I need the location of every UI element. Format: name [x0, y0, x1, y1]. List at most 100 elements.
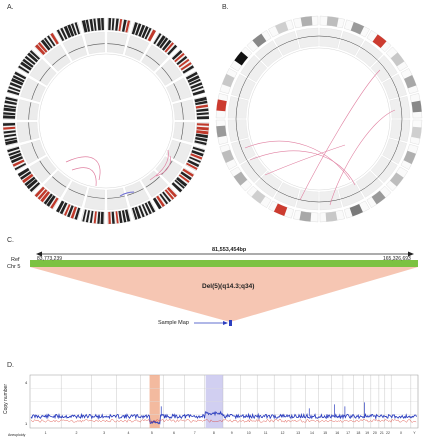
ideogram-band	[371, 190, 386, 205]
panel-a-label: A.	[7, 4, 14, 11]
ideogram-band	[234, 51, 249, 66]
ideogram-band	[164, 189, 175, 200]
copy-number-line	[127, 188, 144, 196]
ideogram-band	[56, 29, 65, 42]
ideogram-band	[350, 22, 365, 35]
track-segment	[389, 96, 411, 119]
ideogram-band	[156, 195, 165, 207]
ideogram-band	[186, 162, 198, 170]
ideogram-band	[59, 202, 68, 215]
chromosome-label: Chr 5	[7, 264, 21, 270]
ideogram-band	[100, 211, 104, 224]
ideogram-band	[182, 168, 194, 177]
track-segment	[62, 181, 88, 207]
ytick-top: 4	[25, 380, 28, 385]
chromosome-label: 17	[346, 431, 350, 435]
copy-number-line	[68, 46, 85, 54]
ideogram-band	[178, 174, 190, 183]
track-segment	[124, 35, 150, 61]
track-segment	[29, 156, 57, 184]
copy-number-line	[52, 54, 67, 66]
translocation-link	[65, 156, 101, 181]
deletion-name: Del(5)(q14.3;q34)	[202, 283, 255, 290]
track-segment	[227, 119, 249, 142]
track-segment	[43, 44, 71, 72]
track-segment	[166, 77, 192, 103]
chromosome-label: 10	[247, 431, 251, 435]
translocation-link	[155, 155, 171, 177]
ideogram-band	[189, 156, 201, 163]
start-coordinate: 83,773,239	[37, 256, 63, 262]
track-segment	[231, 138, 256, 164]
chromosome-label: 7	[194, 431, 196, 435]
ideogram-band	[144, 27, 152, 40]
ideogram-band	[3, 107, 16, 112]
ideogram-band	[29, 50, 40, 60]
ideogram-band	[141, 26, 149, 39]
track-segment	[155, 58, 183, 86]
translocation-link	[71, 167, 97, 187]
translocation-link	[299, 69, 381, 201]
ideogram-band	[20, 61, 32, 71]
ideogram-band	[159, 193, 169, 205]
ideogram-band	[43, 37, 53, 49]
chromosome-label: 14	[310, 431, 314, 435]
ideogram-band	[8, 86, 21, 92]
ideogram-band	[63, 25, 72, 39]
ideogram-band	[411, 100, 422, 113]
ideogram-band	[196, 126, 209, 131]
ideogram-band	[196, 123, 209, 126]
copy-number-line	[173, 83, 181, 100]
end-coordinate: 165,326,693	[383, 256, 411, 262]
ideogram-band	[195, 136, 208, 142]
panel-d-label: D.	[7, 362, 14, 369]
ideogram-band	[147, 29, 156, 42]
chromosome-label: 12	[281, 431, 285, 435]
ideogram-band	[5, 139, 18, 146]
track-segment	[124, 181, 150, 207]
copy-number-line	[180, 122, 184, 140]
track-segment	[296, 189, 319, 211]
ytick-bottom: 1	[25, 421, 28, 426]
track-segment	[141, 44, 169, 72]
track-segment	[240, 155, 268, 183]
copy-number-line	[161, 67, 173, 82]
ideogram-band	[3, 130, 16, 134]
track-segment	[172, 122, 196, 143]
copy-number-line	[173, 142, 181, 159]
ideogram-band	[67, 205, 74, 218]
ideogram-band	[24, 176, 36, 187]
chromosome-label: 21	[380, 431, 384, 435]
ideogram-band	[3, 112, 16, 116]
inner-ring	[247, 47, 391, 191]
ideogram-band	[176, 55, 188, 66]
ideogram-band	[27, 52, 39, 63]
ideogram-band	[17, 167, 30, 177]
ideogram-band	[161, 39, 172, 51]
chromosome-label: 8	[213, 431, 215, 435]
ideogram-band	[60, 27, 68, 40]
ideogram-band	[10, 156, 24, 164]
ideogram-band	[190, 153, 203, 160]
ideogram-band	[14, 162, 27, 171]
copy-number-line	[235, 35, 403, 203]
ideogram-band	[171, 182, 183, 193]
chromosome-label: 18	[356, 431, 360, 435]
track-segment	[370, 155, 398, 183]
ideogram-band	[166, 186, 177, 198]
length-arrow-right	[408, 251, 414, 257]
ideogram-band	[108, 18, 112, 31]
ideogram-band	[7, 146, 20, 153]
track-segment	[382, 138, 407, 164]
ref-label: Ref	[11, 257, 20, 263]
ideogram-band	[29, 182, 41, 192]
ideogram-band	[40, 39, 51, 51]
ideogram-band	[404, 75, 417, 89]
ideogram-band	[89, 210, 94, 224]
ideogram-band	[4, 137, 17, 142]
chromosome-label: 9	[231, 431, 233, 435]
ideogram-band	[12, 75, 25, 83]
chromosome-label: 5	[151, 431, 153, 435]
ideogram-band	[101, 18, 104, 31]
track-segment	[62, 35, 88, 61]
